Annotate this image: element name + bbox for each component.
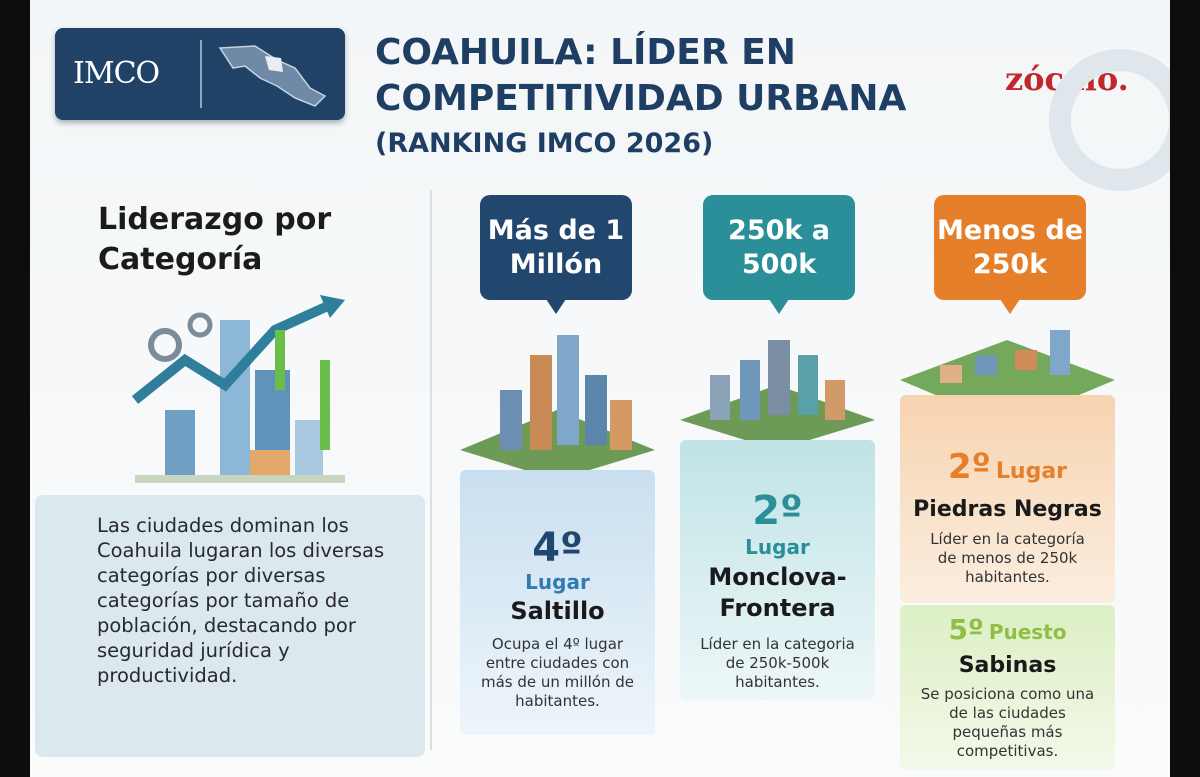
title-line: COMPETITIVIDAD URBANA — [375, 78, 907, 119]
rank: 2º — [947, 447, 991, 487]
city-illustration — [460, 335, 655, 480]
gear-decoration — [1049, 49, 1170, 191]
city: Piedras Negras — [913, 497, 1102, 522]
category-label: Menos de 250k — [934, 195, 1086, 314]
rank: 5º — [948, 613, 984, 646]
rank: 2º — [752, 488, 803, 534]
place: Lugar — [525, 570, 590, 594]
rank-row: 5º Puesto — [900, 613, 1115, 646]
description: Líder en la categoría de menos de 250k h… — [930, 530, 1085, 586]
rank-row: 2º Lugar — [900, 447, 1115, 487]
rank: 4º — [532, 525, 583, 571]
city: Sabinas — [958, 653, 1057, 678]
result-card: 4º Lugar Saltillo Ocupa el 4º lugar entr… — [460, 470, 655, 735]
description: Se posiciona como una de las ciudades pe… — [920, 685, 1095, 760]
category-label: Más de 1 Millón — [480, 195, 632, 314]
divider — [430, 190, 432, 750]
place: Lugar — [995, 459, 1068, 484]
city: Monclova-Frontera — [708, 563, 847, 622]
logo: IMCO — [73, 56, 160, 91]
result-card: 5º Puesto Sabinas Se posiciona como una … — [900, 605, 1115, 770]
description: Ocupa el 4º lugar entre ciudades con más… — [480, 635, 634, 710]
subtitle: (RANKING IMCO 2026) — [375, 128, 714, 159]
sidebar-heading: Liderazgo por Categoría — [98, 202, 332, 277]
result-card: 2º Lugar Monclova-Frontera Líder en la c… — [680, 440, 875, 700]
title-line: COAHUILA: LÍDER EN — [375, 32, 796, 73]
place: Puesto — [988, 620, 1067, 644]
category-label: 250k a 500k — [703, 195, 855, 314]
logo-separator — [200, 40, 202, 108]
town-illustration — [900, 330, 1115, 425]
logo-box: IMCO — [55, 28, 345, 120]
city: Saltillo — [510, 597, 605, 625]
place: Lugar — [745, 535, 810, 559]
sidebar-box: Las ciudades dominan los Coahuila lugara… — [35, 495, 425, 757]
sidebar-text: Las ciudades dominan los Coahuila lugara… — [97, 514, 385, 687]
city-illustration — [680, 340, 875, 450]
map-icon — [218, 45, 327, 107]
growth-illustration — [131, 295, 345, 483]
result-card: 2º Lugar Piedras Negras Líder en la cate… — [900, 395, 1115, 603]
description: Líder en la categoria de 250k-500k habit… — [700, 635, 855, 691]
